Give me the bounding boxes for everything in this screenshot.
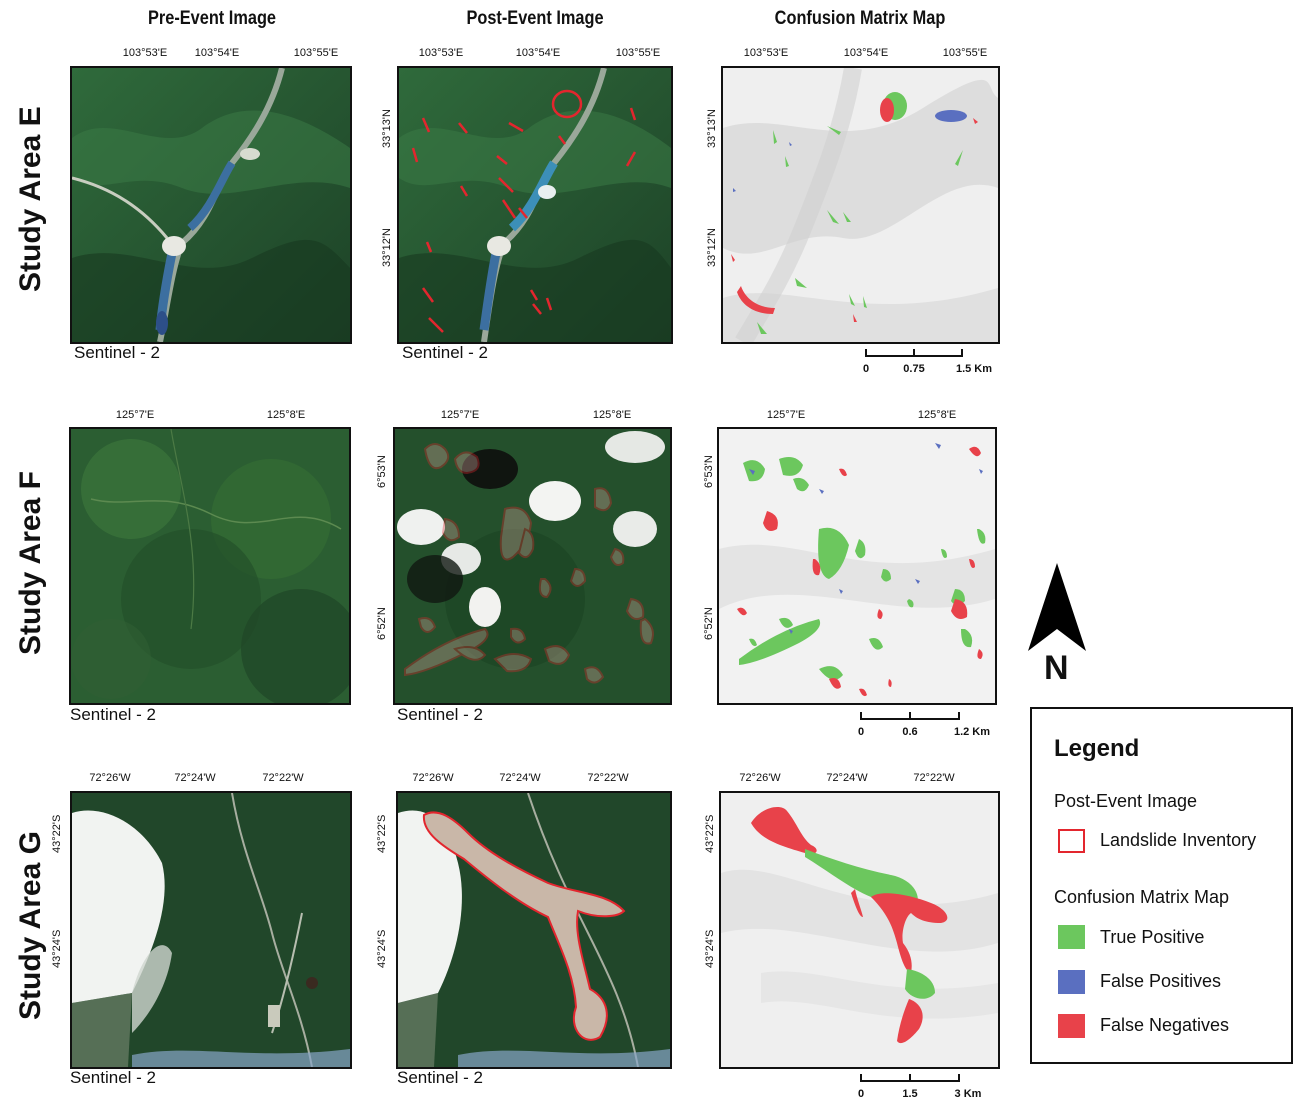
source-label: Sentinel - 2 xyxy=(70,1068,156,1087)
legend-post-event-heading: Post-Event Image xyxy=(1054,791,1198,811)
scale-label: 1.2 Km xyxy=(953,726,991,738)
source-label: Sentinel - 2 xyxy=(74,343,160,362)
source-label: Sentinel - 2 xyxy=(397,1068,483,1087)
legend-swatch-true-positive xyxy=(1058,925,1085,949)
row-label-study-area-g: Study Area G xyxy=(14,831,47,1020)
lat-tick-label: 6°52'N xyxy=(376,607,388,640)
lon-tick-label: 125°8'E xyxy=(266,409,306,421)
satellite-image-post-f xyxy=(395,429,670,703)
satellite-image-post-e xyxy=(399,68,671,342)
column-header-pre-event: Pre-Event Image xyxy=(147,8,277,29)
legend-label-false-positive: False Positives xyxy=(1100,971,1222,991)
map-confusion-f xyxy=(717,427,997,705)
satellite-image-pre-f xyxy=(71,429,349,703)
confusion-map-e xyxy=(723,68,998,342)
legend: Legend Post-Event Image Landslide Invent… xyxy=(1030,707,1293,1064)
map-confusion-e xyxy=(721,66,1000,344)
column-header-post-event: Post-Event Image xyxy=(466,8,604,29)
scale-label: 1.5 Km xyxy=(955,363,993,375)
lat-tick-label: 43°22'S xyxy=(376,814,388,853)
lon-tick-label: 103°55'E xyxy=(942,47,988,59)
legend-label-false-negative: False Negatives xyxy=(1100,1015,1230,1035)
source-label: Sentinel - 2 xyxy=(397,705,483,724)
scale-label: 0 xyxy=(862,363,870,375)
lon-tick-label: 72°24'W xyxy=(499,772,541,784)
lon-tick-label: 72°22'W xyxy=(913,772,955,784)
confusion-map-f xyxy=(719,429,995,703)
map-pre-event-f xyxy=(69,427,351,705)
lon-tick-label: 72°26'W xyxy=(89,772,131,784)
lon-tick-label: 72°26'W xyxy=(739,772,781,784)
scale-label: 0.6 xyxy=(902,726,918,738)
scale-label: 1.5 xyxy=(902,1088,918,1100)
lat-tick-label: 6°53'N xyxy=(703,455,715,488)
lon-tick-label: 72°22'W xyxy=(587,772,629,784)
scale-label: 0.75 xyxy=(903,363,925,375)
lon-tick-label: 103°55'E xyxy=(615,47,661,59)
map-post-event-f xyxy=(393,427,672,705)
satellite-image-post-g xyxy=(398,793,670,1067)
satellite-image-pre-g xyxy=(72,793,350,1067)
lon-tick-label: 125°7'E xyxy=(440,409,480,421)
lon-tick-label: 103°53'E xyxy=(122,47,168,59)
map-confusion-g xyxy=(719,791,1000,1069)
lon-tick-label: 125°7'E xyxy=(115,409,155,421)
lon-tick-label: 103°53'E xyxy=(418,47,464,59)
lon-tick-label: 72°26'W xyxy=(412,772,454,784)
lat-tick-label: 43°22'S xyxy=(704,814,716,853)
lat-tick-label: 33°12'N xyxy=(381,228,393,267)
lon-tick-label: 103°54'E xyxy=(843,47,889,59)
source-label: Sentinel - 2 xyxy=(70,705,156,724)
lat-tick-label: 33°13'N xyxy=(381,109,393,148)
legend-label-inventory: Landslide Inventory xyxy=(1100,830,1257,850)
legend-title: Legend xyxy=(1054,735,1140,762)
lon-tick-label: 72°24'W xyxy=(826,772,868,784)
lat-tick-label: 43°22'S xyxy=(51,814,63,853)
lat-tick-label: 33°13'N xyxy=(706,109,718,148)
north-arrow: N xyxy=(1026,563,1088,698)
map-post-event-g xyxy=(396,791,672,1069)
row-label-study-area-f: Study Area F xyxy=(14,471,47,655)
lat-tick-label: 43°24'S xyxy=(51,929,63,968)
lat-tick-label: 43°24'S xyxy=(376,929,388,968)
lon-tick-label: 72°24'W xyxy=(174,772,216,784)
lat-tick-label: 43°24'S xyxy=(704,929,716,968)
row-label-study-area-e: Study Area E xyxy=(14,106,47,292)
lon-tick-label: 125°8'E xyxy=(592,409,632,421)
lat-tick-label: 6°53'N xyxy=(376,455,388,488)
legend-swatch-false-negative xyxy=(1058,1014,1085,1038)
scale-label: 0 xyxy=(857,726,865,738)
north-arrow-icon xyxy=(1028,563,1086,651)
lon-tick-label: 72°22'W xyxy=(262,772,304,784)
column-header-confusion-matrix: Confusion Matrix Map xyxy=(774,8,946,29)
map-post-event-e xyxy=(397,66,673,344)
confusion-map-g xyxy=(721,793,998,1067)
north-label: N xyxy=(1044,649,1069,687)
lon-tick-label: 125°7'E xyxy=(766,409,806,421)
legend-confusion-heading: Confusion Matrix Map xyxy=(1054,887,1230,907)
legend-swatch-false-positive xyxy=(1058,970,1085,994)
lon-tick-label: 103°53'E xyxy=(743,47,789,59)
lat-tick-label: 33°12'N xyxy=(706,228,718,267)
satellite-image-pre-e xyxy=(72,68,350,342)
lon-tick-label: 125°8'E xyxy=(917,409,957,421)
source-label: Sentinel - 2 xyxy=(402,343,488,362)
scale-label: 0 xyxy=(857,1088,865,1100)
lat-tick-label: 6°52'N xyxy=(703,607,715,640)
map-pre-event-g xyxy=(70,791,352,1069)
legend-swatch-inventory xyxy=(1058,829,1085,853)
legend-label-true-positive: True Positive xyxy=(1100,927,1205,947)
lon-tick-label: 103°54'E xyxy=(194,47,240,59)
map-pre-event-e xyxy=(70,66,352,344)
scale-label: 3 Km xyxy=(954,1088,982,1100)
lon-tick-label: 103°55'E xyxy=(293,47,339,59)
lon-tick-label: 103°54'E xyxy=(515,47,561,59)
